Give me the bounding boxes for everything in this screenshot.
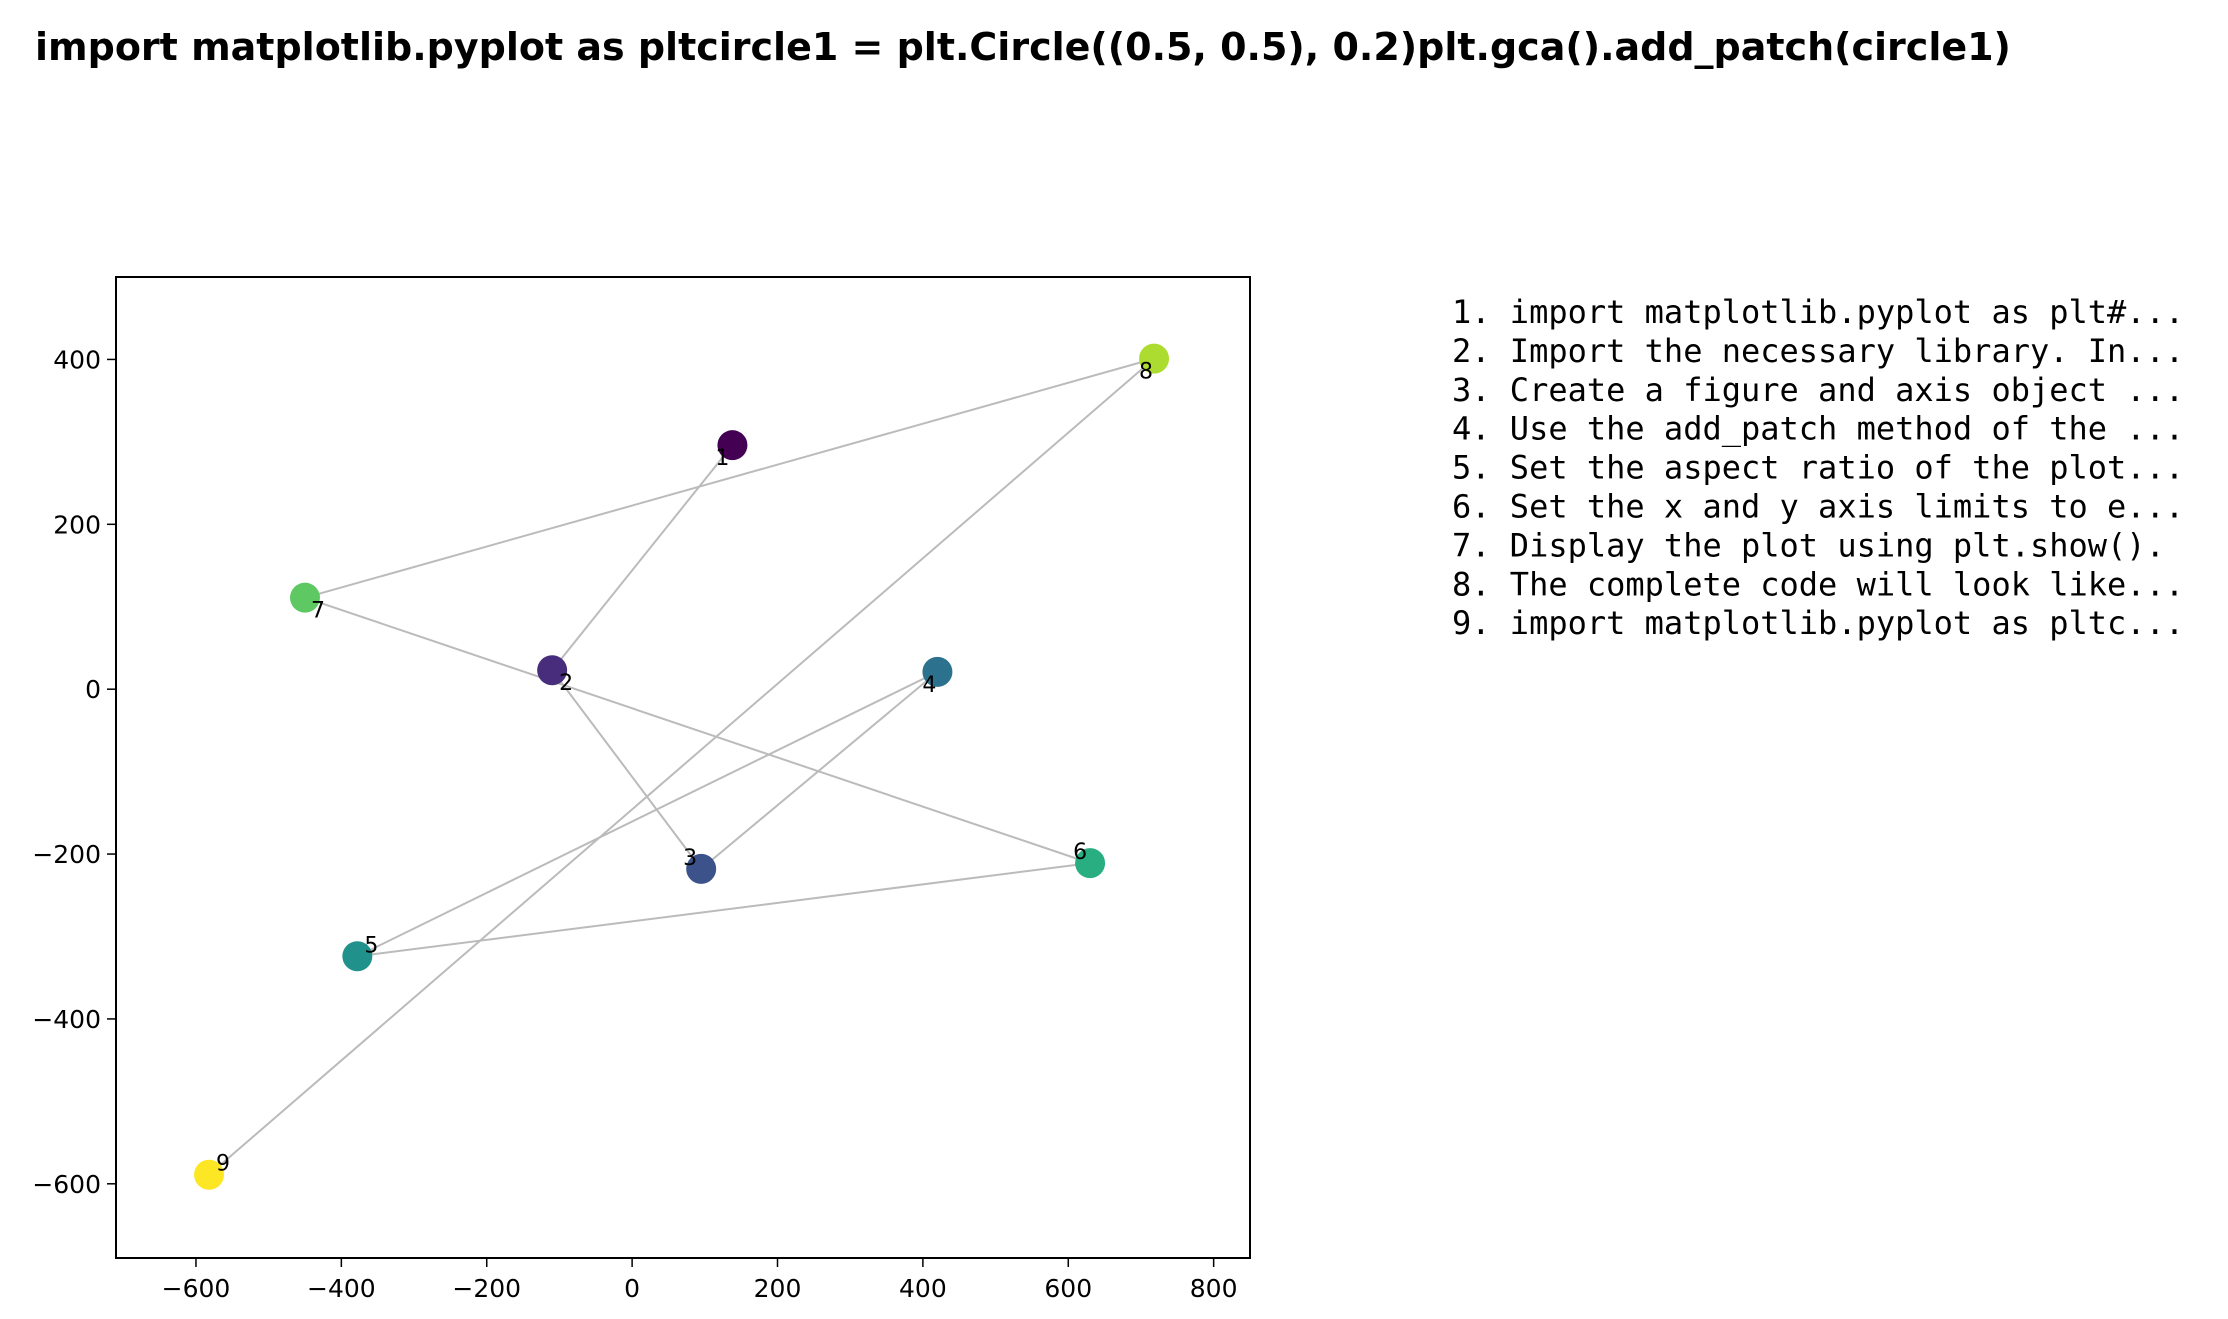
y-tick-label: −200 — [32, 840, 101, 869]
data-point-5 — [342, 941, 373, 972]
x-tick-label: 600 — [1044, 1274, 1092, 1303]
x-tick-label: −200 — [452, 1274, 521, 1303]
x-tick-label: −400 — [307, 1274, 376, 1303]
y-tick-label: −600 — [32, 1170, 101, 1199]
x-tick-label: 0 — [624, 1274, 640, 1303]
y-tick-label: −400 — [32, 1005, 101, 1034]
y-tick-label: 200 — [53, 510, 101, 539]
step-item-1: 1. import matplotlib.pyplot as plt#... — [1452, 293, 2184, 331]
step-item-4: 4. Use the add_patch method of the ... — [1452, 410, 2184, 448]
step-item-9: 9. import matplotlib.pyplot as pltc... — [1452, 604, 2184, 642]
step-item-6: 6. Set the x and y axis limits to e... — [1452, 488, 2184, 526]
path-segment-8-9 — [208, 357, 1155, 1176]
point-label-3: 3 — [683, 846, 697, 871]
x-tick-label: 200 — [754, 1274, 802, 1303]
step-item-7: 7. Display the plot using plt.show(). — [1452, 526, 2165, 564]
path-segment-3-4 — [700, 671, 939, 870]
x-tick-label: −600 — [162, 1274, 231, 1303]
y-axis: 400 200 0 −200 −400 −600 — [32, 345, 116, 1199]
data-markers — [194, 343, 1170, 1190]
step-item-5: 5. Set the aspect ratio of the plot... — [1452, 449, 2184, 487]
point-label-5: 5 — [364, 933, 378, 958]
path-segment-4-5 — [356, 670, 938, 958]
connecting-path — [208, 357, 1155, 1176]
point-label-8: 8 — [1139, 360, 1153, 385]
point-label-6: 6 — [1073, 840, 1087, 865]
y-tick-label: 400 — [53, 345, 101, 374]
point-labels: 1 2 3 4 5 6 7 8 9 — [216, 360, 1153, 1177]
point-label-4: 4 — [922, 673, 936, 698]
plot-area: 1 2 3 4 5 6 7 8 9 — [115, 276, 1251, 1259]
step-item-8: 8. The complete code will look like... — [1452, 565, 2184, 603]
data-point-2 — [537, 655, 568, 686]
data-point-1 — [717, 430, 748, 461]
path-segment-2-3 — [551, 669, 702, 870]
data-point-9 — [194, 1159, 225, 1190]
step-item-2: 2. Import the necessary library. In... — [1452, 332, 2184, 370]
x-tick-label: 800 — [1190, 1274, 1238, 1303]
x-tick-label: 400 — [899, 1274, 947, 1303]
path-segment-7-8 — [304, 357, 1155, 599]
data-point-4 — [922, 656, 953, 687]
chart-title: import matplotlib.pyplot as pltcircle1 =… — [35, 25, 2011, 69]
point-label-9: 9 — [216, 1152, 230, 1177]
point-label-2: 2 — [559, 671, 573, 696]
data-point-6 — [1075, 848, 1106, 879]
step-item-3: 3. Create a figure and axis object ... — [1452, 371, 2184, 409]
path-segment-6-7 — [304, 596, 1091, 865]
y-tick-label: 0 — [85, 675, 101, 704]
path-segment-1-2 — [551, 444, 734, 671]
point-label-7: 7 — [311, 599, 325, 624]
data-point-3 — [686, 853, 717, 884]
steps-list: 1. import matplotlib.pyplot as plt#...2.… — [1452, 293, 2184, 642]
axes-frame — [115, 276, 1251, 1259]
data-point-7 — [290, 582, 320, 613]
data-point-8 — [1139, 343, 1170, 374]
x-axis: −600 −400 −200 0 200 400 600 800 — [162, 1258, 1238, 1303]
point-label-1: 1 — [715, 446, 729, 471]
